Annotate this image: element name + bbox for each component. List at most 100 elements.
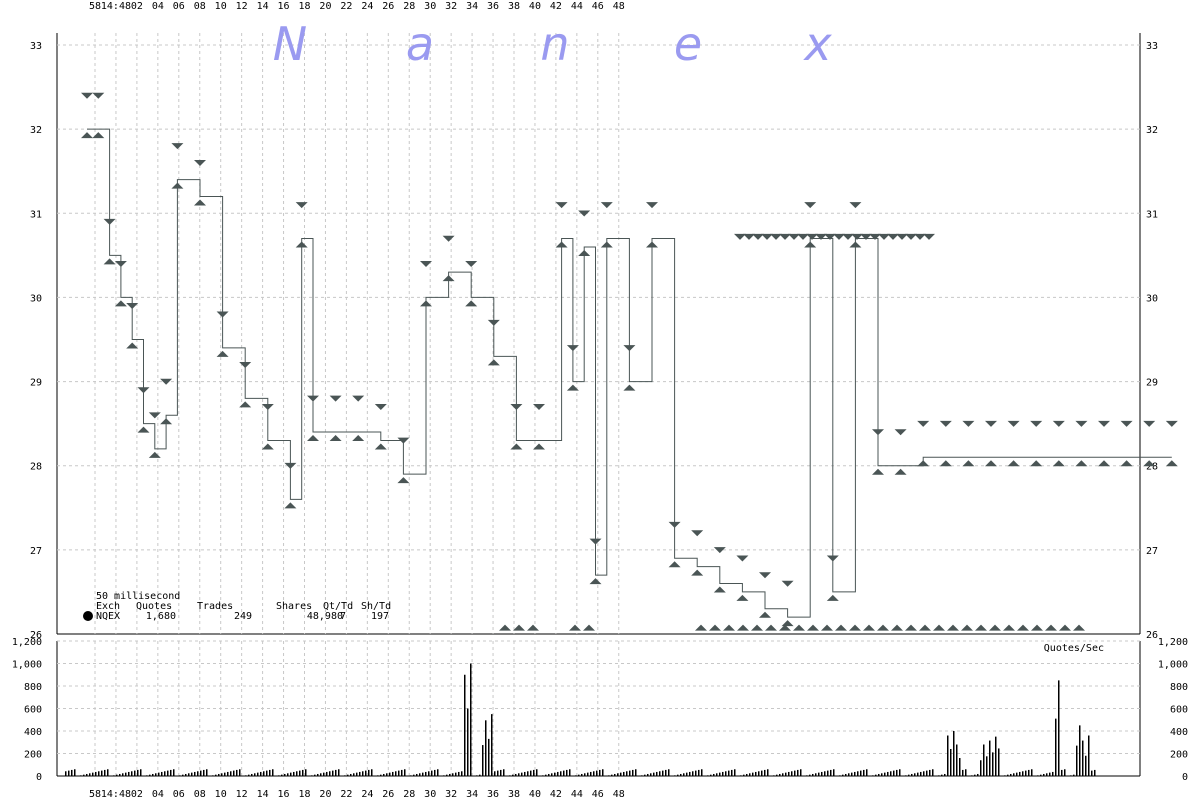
bid-marker xyxy=(137,426,150,433)
bid-marker xyxy=(1073,624,1085,631)
volume-bar xyxy=(950,749,952,776)
bid-marker xyxy=(872,468,884,475)
volume-bar xyxy=(599,769,601,776)
ask-marker xyxy=(869,233,881,240)
x-tick-label-top: 18 xyxy=(298,1,310,12)
volume-bar xyxy=(335,769,337,776)
volume-bar xyxy=(857,771,859,776)
volume-bar xyxy=(332,770,334,776)
ask-marker xyxy=(295,202,308,209)
volume-bar xyxy=(188,773,190,776)
volume-bar xyxy=(392,771,394,776)
info-header: Sh/Td xyxy=(361,601,391,612)
bid-marker xyxy=(933,624,945,631)
volume-bar xyxy=(860,770,862,776)
bid-marker xyxy=(1031,624,1043,631)
bid-marker xyxy=(691,569,704,576)
bid-marker xyxy=(600,241,613,248)
x-tick-label-bottom: 18 xyxy=(298,789,310,800)
ask-marker xyxy=(833,233,845,240)
info-header: Quotes xyxy=(136,601,172,612)
volume-bar xyxy=(452,773,454,776)
watermark-letter: x xyxy=(802,17,832,71)
volume-bar xyxy=(782,773,784,776)
volume-bar xyxy=(674,775,676,776)
volume-bar xyxy=(92,772,94,776)
volume-bar xyxy=(962,769,964,776)
bid-marker xyxy=(374,443,387,450)
volume-bar xyxy=(659,771,661,776)
volume-bar xyxy=(1070,775,1072,776)
ask-marker xyxy=(797,233,809,240)
volume-bar xyxy=(1007,774,1009,776)
volume-bar xyxy=(761,770,763,776)
volume-bar xyxy=(758,771,760,776)
volume-bar xyxy=(998,748,1000,776)
volume-bar xyxy=(938,775,940,776)
volume-bar xyxy=(362,771,364,776)
volume-bar xyxy=(752,772,754,776)
volume-bar xyxy=(566,769,568,776)
ask-marker xyxy=(917,420,930,427)
volume-bar xyxy=(632,769,634,776)
volume-bar xyxy=(1055,718,1057,776)
volume-tick-left: 0 xyxy=(36,772,42,783)
volume-bar xyxy=(221,773,223,776)
ask-marker xyxy=(329,395,342,402)
volume-bar xyxy=(1091,770,1093,776)
bid-marker xyxy=(261,443,274,450)
info-header: Exch xyxy=(96,601,120,612)
volume-bar xyxy=(1061,769,1063,776)
volume-bar xyxy=(920,771,922,776)
volume-bar xyxy=(449,773,451,776)
volume-bar xyxy=(755,771,757,776)
volume-bar xyxy=(692,771,694,776)
volume-bar xyxy=(302,769,304,776)
volume-bar xyxy=(413,774,415,776)
volume-tick-right: 200 xyxy=(1170,750,1188,761)
ask-marker xyxy=(914,233,926,240)
volume-bar xyxy=(593,771,595,776)
volume-bar xyxy=(905,775,907,776)
ask-marker xyxy=(804,202,817,209)
x-tick-label-top: 24 xyxy=(361,1,373,12)
bid-marker xyxy=(961,624,973,631)
ask-marker xyxy=(465,260,478,267)
ask-marker xyxy=(284,462,297,469)
volume-bar xyxy=(425,771,427,776)
volume-bar xyxy=(167,770,169,776)
volume-bar xyxy=(656,771,658,776)
volume-bar xyxy=(845,773,847,776)
volume-bar xyxy=(1004,775,1006,776)
ask-marker xyxy=(1165,420,1178,427)
ask-marker xyxy=(646,202,658,209)
bid-marker xyxy=(695,624,707,631)
volume-bar xyxy=(278,775,280,776)
volume-bar xyxy=(299,770,301,776)
volume-bar xyxy=(125,772,127,776)
volume-bar xyxy=(149,774,151,776)
bid-marker xyxy=(917,460,930,467)
volume-bar xyxy=(560,771,562,776)
volume-bar xyxy=(740,775,742,776)
bid-marker xyxy=(849,624,861,631)
volume-bar xyxy=(821,771,823,776)
ask-marker xyxy=(736,555,749,562)
x-tick-label-bottom: 26 xyxy=(382,789,394,800)
x-tick-label-bottom: 38 xyxy=(508,789,520,800)
volume-bar xyxy=(1085,755,1087,776)
volume-bar xyxy=(254,773,256,776)
volume-bar xyxy=(161,771,163,776)
x-tick-label-top: 30 xyxy=(424,1,436,12)
volume-bar xyxy=(767,769,769,776)
volume-bar xyxy=(917,772,919,776)
ask-marker xyxy=(352,395,365,402)
ask-marker xyxy=(691,530,704,537)
ask-marker xyxy=(555,202,568,209)
x-tick-label-top: 40 xyxy=(529,1,541,12)
bid-marker xyxy=(962,460,975,467)
bid-marker xyxy=(1098,460,1110,467)
volume-bar xyxy=(404,769,406,776)
y-tick-label-left: 28 xyxy=(30,462,42,473)
volume-bar xyxy=(461,771,463,776)
